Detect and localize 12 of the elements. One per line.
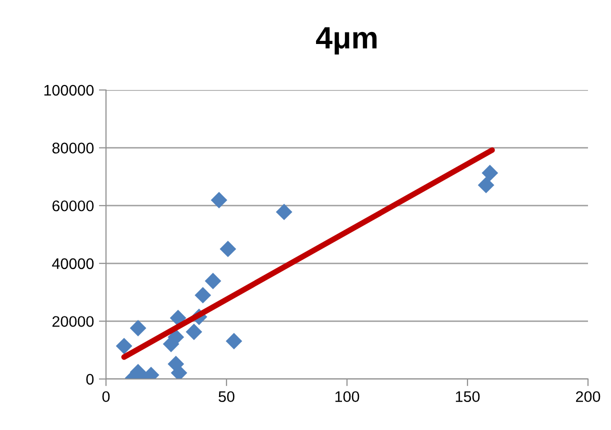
x-tick-label: 150 <box>456 391 480 402</box>
y-tick-label: 60000 <box>52 200 94 212</box>
x-tick-label: 50 <box>218 391 234 402</box>
y-tick-label: 40000 <box>52 258 94 270</box>
y-tick-label: 100000 <box>44 84 94 96</box>
chart-title: 4μm <box>316 27 377 55</box>
y-tick-label: 20000 <box>52 316 94 327</box>
y-tick-label: 0 <box>86 374 94 385</box>
y-tick-label: 80000 <box>52 142 94 154</box>
x-tick-label: 0 <box>102 391 110 402</box>
x-tick-label: 100 <box>335 391 360 402</box>
x-tick-label: 200 <box>576 391 600 402</box>
